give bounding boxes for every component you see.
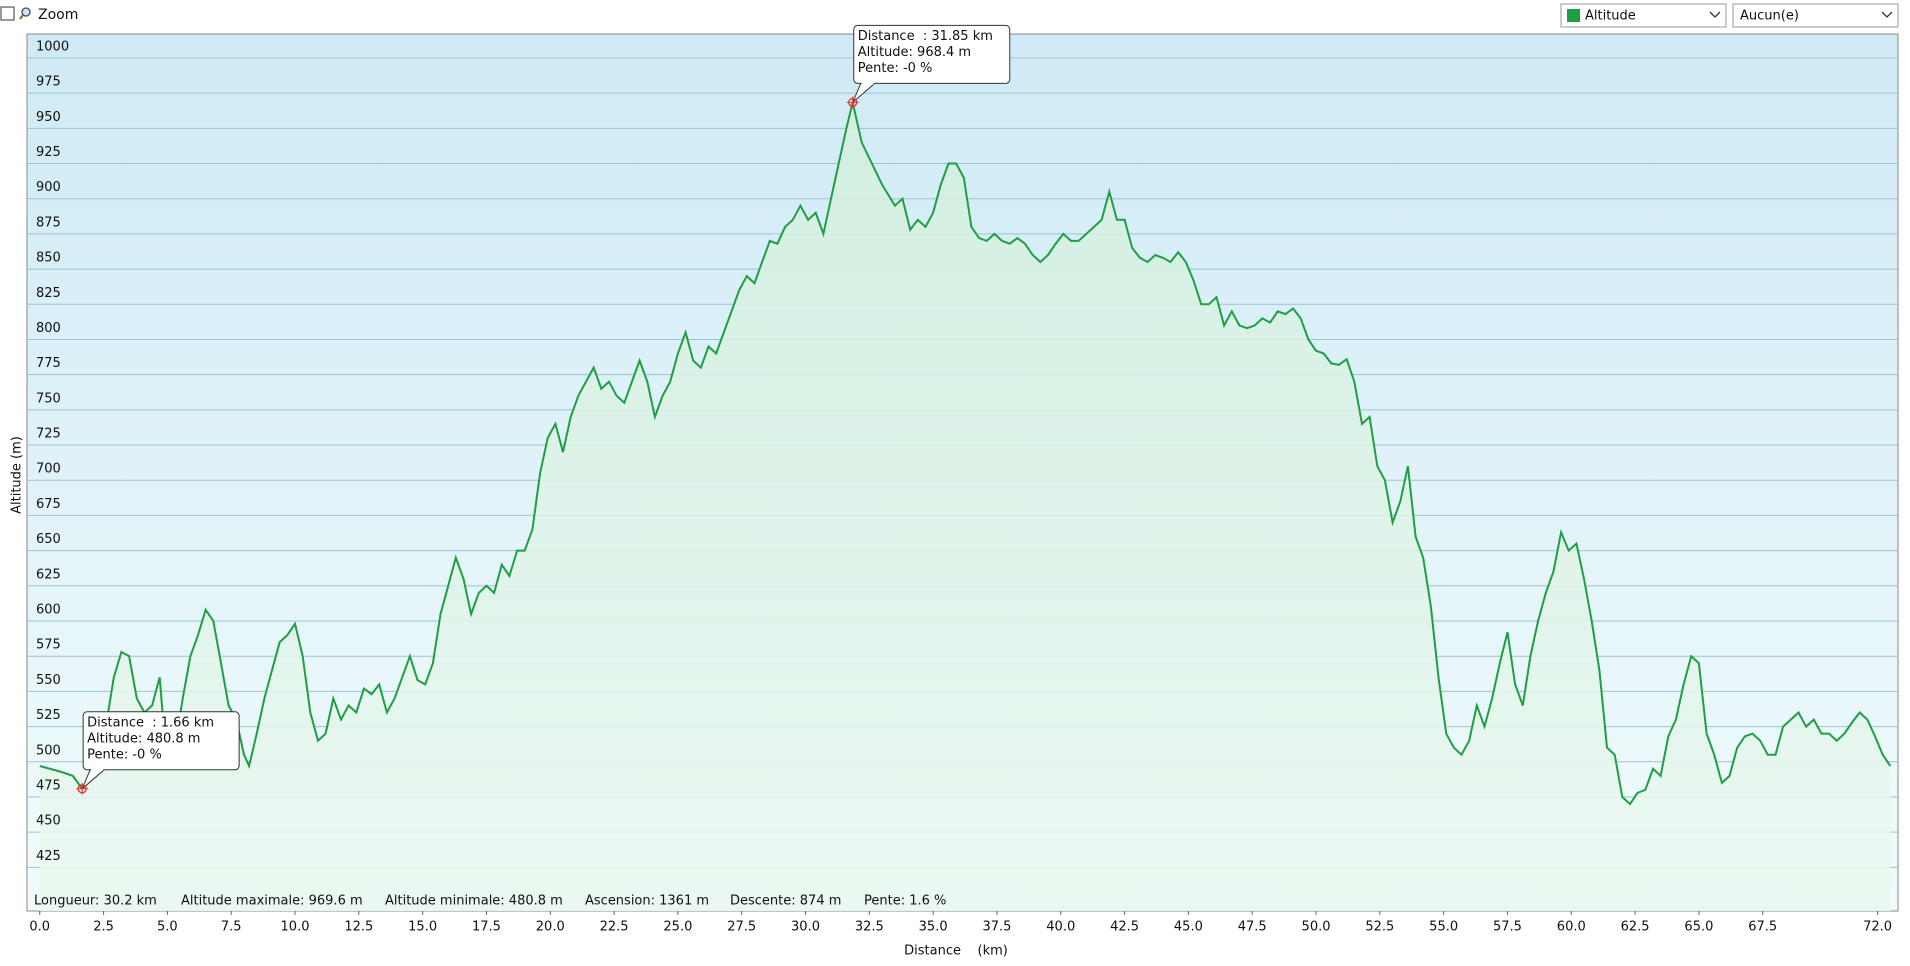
tooltip-text: Pente: -0 %: [87, 747, 162, 762]
tooltip-text: Pente: -0 %: [858, 61, 933, 76]
tooltip-text: Distance : 31.85 km: [858, 29, 993, 44]
x-tick-label: 50.0: [1302, 920, 1331, 935]
x-tick-label: 30.0: [791, 920, 820, 935]
y-tick-label: 750: [36, 391, 61, 406]
y-tick-label: 550: [36, 673, 61, 688]
x-tick-label: 35.0: [919, 920, 948, 935]
y-tick-label: 800: [36, 321, 61, 336]
series-name: Altitude: [1585, 9, 1636, 24]
stat-text: Pente: 1.6 %: [864, 894, 946, 909]
labels: 425 450 475 500 525 550 575 600 625 650 675 700 725 7…: [29, 24, 1892, 935]
x-tick-label: 65.0: [1684, 920, 1713, 935]
stat-text: Longueur: 30.2 km: [34, 894, 157, 909]
y-tick-label: 700: [36, 462, 61, 477]
y-tick-label: 575: [36, 638, 61, 653]
tooltip-box: [853, 24, 1011, 84]
zoom-icon-handle: [19, 14, 24, 20]
second-dropdown[interactable]: Aucun(e): [1732, 3, 1899, 28]
tooltip-text: Altitude: 480.8 m: [87, 731, 200, 746]
dropdown-arrow: [1709, 11, 1721, 18]
x-tick-label: 10.0: [281, 920, 310, 935]
y-tick-label: 675: [36, 497, 61, 512]
x-tick-label: 72.0: [1863, 920, 1892, 935]
zoom-label: Zoom: [38, 7, 78, 23]
dropdown-box[interactable]: [1560, 3, 1727, 28]
x-tick-label: 40.0: [1046, 920, 1075, 935]
y-tick-label: 425: [36, 849, 61, 864]
y-tick-label: 725: [36, 427, 61, 442]
y-tick-label: 525: [36, 708, 61, 723]
x-axis-title: Distance (km): [904, 944, 1008, 959]
x-tick-label: 60.0: [1557, 920, 1586, 935]
y-axis-title: Altitude (m): [10, 436, 25, 514]
x-tick-label: 2.5: [93, 920, 114, 935]
x-tick-label: 62.5: [1621, 920, 1650, 935]
y-tick-label: 975: [36, 75, 61, 90]
stat-text: Altitude minimale: 480.8 m: [385, 894, 563, 909]
point-cross: [846, 96, 859, 109]
y-tick-label: 625: [36, 567, 61, 582]
x-tick-label: 67.5: [1748, 920, 1777, 935]
y-tick-label: 925: [36, 145, 61, 160]
stat-text: Descente: 874 m: [730, 894, 841, 909]
x-tick-label: 0.0: [29, 920, 50, 935]
point-cross: [76, 782, 89, 795]
x-tick-label: 25.0: [663, 920, 692, 935]
x-tick-label: 20.0: [536, 920, 565, 935]
y-tick-label: 475: [36, 778, 61, 793]
x-tick-label: 32.5: [855, 920, 884, 935]
x-tick-label: 27.5: [727, 920, 756, 935]
area-fill: [39, 102, 1891, 911]
x-tick-label: 47.5: [1238, 920, 1267, 935]
y-tick-label: 900: [36, 180, 61, 195]
dropdown-arrow: [1881, 11, 1893, 18]
stat-text: Ascension: 1361 m: [585, 894, 709, 909]
zoom-checkbox[interactable]: [0, 6, 15, 21]
y-tick-label: 875: [36, 215, 61, 230]
y-tick-label: 600: [36, 603, 61, 618]
y-tick-label: 450: [36, 814, 61, 829]
zoom-icon: [21, 7, 31, 17]
y-tick-label: 950: [36, 110, 61, 125]
y-tick-label: 850: [36, 251, 61, 266]
x-tick-label: 22.5: [600, 920, 629, 935]
y-tick-label: 650: [36, 532, 61, 547]
x-tick-label: 42.5: [1110, 920, 1139, 935]
stat-text: Altitude maximale: 969.6 m: [181, 894, 363, 909]
tooltip-text: Distance : 1.66 km: [87, 715, 214, 730]
x-tick-label: 17.5: [472, 920, 501, 935]
tooltip-box: [82, 711, 240, 771]
series-swatch: [1567, 9, 1580, 22]
x-tick-label: 57.5: [1493, 920, 1522, 935]
altitude-line: [39, 102, 1892, 806]
x-tick-label: 5.0: [157, 920, 178, 935]
x-tick-label: 12.5: [344, 920, 373, 935]
dropdown-box[interactable]: [1732, 3, 1899, 28]
dropdown-text: Aucun(e): [1740, 9, 1799, 24]
x-tick-label: 45.0: [1174, 920, 1203, 935]
x-tick-label: 52.5: [1365, 920, 1394, 935]
y-tick-label: 1000: [36, 39, 69, 54]
series: [39, 102, 1892, 911]
y-tick-label: 500: [36, 743, 61, 758]
tooltip-text: Altitude: 968.4 m: [858, 45, 971, 60]
y-tick-label: 775: [36, 356, 61, 371]
y-tick-label: 825: [36, 286, 61, 301]
x-tick-label: 7.5: [221, 920, 242, 935]
x-tick-label: 15.0: [408, 920, 437, 935]
x-tick-label: 37.5: [982, 920, 1011, 935]
series-dropdown[interactable]: Altitude: [1560, 3, 1727, 28]
x-tick-label: 55.0: [1429, 920, 1458, 935]
